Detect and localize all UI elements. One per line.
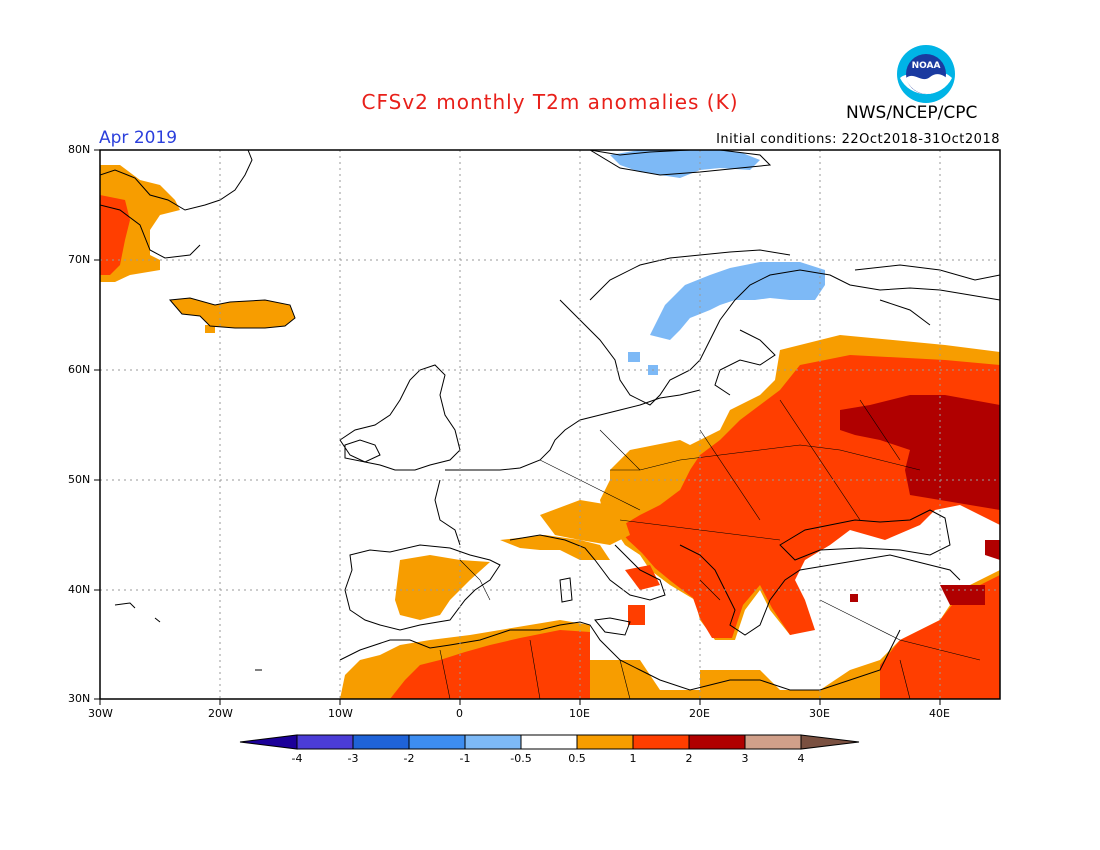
logo-text: NOAA <box>912 61 941 71</box>
colorbar-label: 1 <box>629 752 637 765</box>
lon-label-20w: 20W <box>208 707 233 720</box>
colorbar-label: -3 <box>347 752 359 765</box>
colorbar-label: 0.5 <box>568 752 586 765</box>
cold-anomaly-svalbard <box>610 150 760 178</box>
warm-anomaly-east <box>590 335 1000 699</box>
warm-anomaly-iceland <box>170 298 295 333</box>
forecast-month: Apr 2019 <box>99 128 178 148</box>
colorbar-label: 2 <box>685 752 693 765</box>
lon-label-30e: 30E <box>809 707 830 720</box>
lat-label-70n: 70N <box>68 253 91 266</box>
colorbar-swatch-min <box>239 734 298 750</box>
colorbar-label: -2 <box>403 752 415 765</box>
map-frame <box>99 149 1001 700</box>
lon-label-20e: 20E <box>689 707 710 720</box>
colorbar-swatch <box>464 734 522 750</box>
colorbar-swatch <box>520 734 578 750</box>
colorbar-label: -4 <box>291 752 303 765</box>
lon-label-30w: 30W <box>88 707 113 720</box>
lat-label-30n: 30N <box>68 692 91 705</box>
warm-anomaly-greenland <box>100 165 180 282</box>
colorbar-label: 3 <box>741 752 749 765</box>
colorbar-swatch <box>408 734 466 750</box>
colorbar-swatch <box>576 734 634 750</box>
chart-title: CFSv2 monthly T2m anomalies (K) <box>361 90 739 114</box>
lat-label-40n: 40N <box>68 583 91 596</box>
lat-label-50n: 50N <box>68 473 91 486</box>
lat-label-80n: 80N <box>68 143 91 156</box>
colorbar-swatch <box>352 734 410 750</box>
lon-label-10e: 10E <box>569 707 590 720</box>
colorbar-swatch <box>632 734 690 750</box>
cold-anomaly-scandinavia <box>628 262 825 375</box>
warm-anomaly-south <box>340 440 700 699</box>
gridlines <box>100 150 1000 699</box>
colorbar-swatch-max <box>800 734 860 750</box>
colorbar-label: 4 <box>797 752 805 765</box>
lon-label-40e: 40E <box>929 707 950 720</box>
country-borders <box>439 399 981 699</box>
lat-label-60n: 60N <box>68 363 91 376</box>
coastlines <box>100 150 1000 691</box>
organization-label: NWS/NCEP/CPC <box>846 103 978 123</box>
colorbar-swatch <box>744 734 802 750</box>
colorbar-labels: -4 -3 -2 -1 -0.5 0.5 1 2 3 4 <box>0 752 1100 768</box>
colorbar-label: -1 <box>459 752 471 765</box>
colorbar-swatch <box>296 734 354 750</box>
colorbar-swatch <box>688 734 746 750</box>
initial-conditions: Initial conditions: 22Oct2018-31Oct2018 <box>716 132 1000 147</box>
lon-label-0: 0 <box>456 707 463 720</box>
noaa-logo-icon: NOAA <box>897 45 955 103</box>
lon-label-10w: 10W <box>328 707 353 720</box>
colorbar-label: -0.5 <box>510 752 532 765</box>
axis-ticks <box>94 149 941 705</box>
